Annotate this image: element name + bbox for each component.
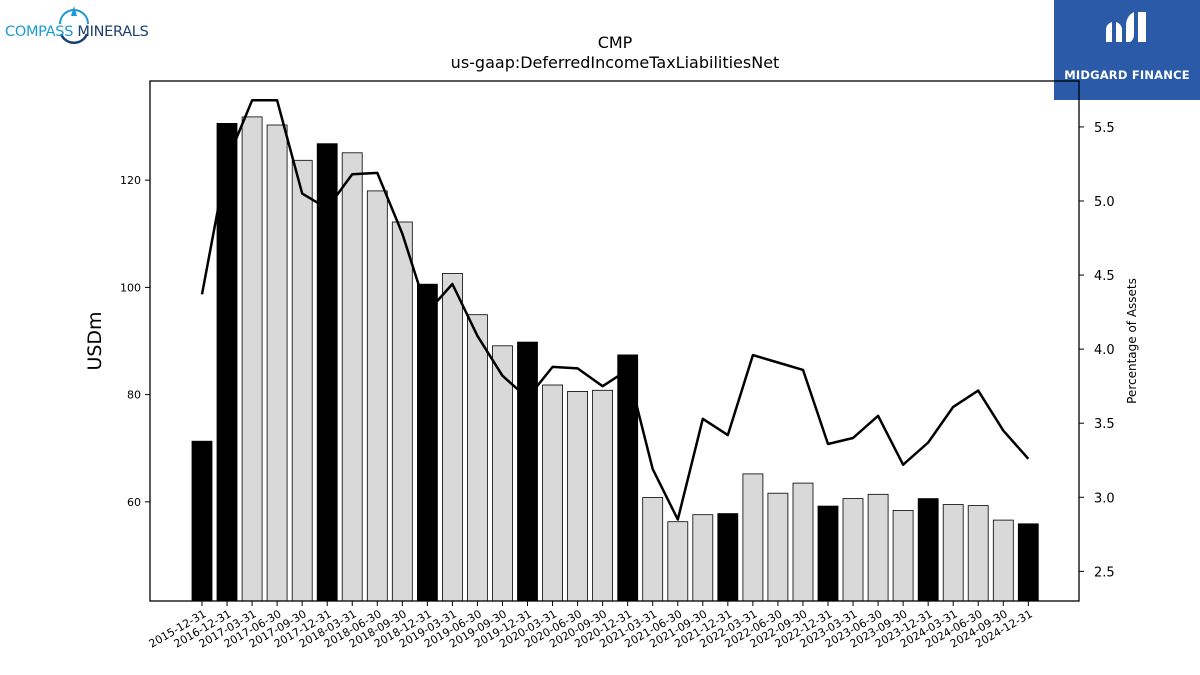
bar-2021-09-30 bbox=[692, 514, 714, 602]
bar-2017-03-31 bbox=[241, 116, 263, 602]
y-tick-label: 80 bbox=[127, 389, 141, 402]
bar-2023-06-30 bbox=[867, 493, 889, 602]
midgard-finance-logo: MIDGARD FINANCE bbox=[1054, 0, 1200, 100]
bar-2022-06-30 bbox=[767, 492, 789, 602]
y-tick-label: 100 bbox=[120, 281, 141, 294]
bar-2021-06-30 bbox=[667, 521, 689, 602]
y2-tick-label: 4.5 bbox=[1094, 269, 1115, 284]
y2-tick-label: 3.0 bbox=[1094, 491, 1115, 506]
bar-2022-09-30 bbox=[792, 482, 814, 602]
midgard-logo-icon bbox=[1106, 12, 1146, 42]
bar-2019-09-30 bbox=[492, 345, 513, 602]
compass-logo-word2: MINERALS bbox=[77, 24, 149, 40]
bar-2017-06-30 bbox=[266, 124, 288, 602]
bar-2020-06-30 bbox=[567, 390, 588, 602]
x-axis-ticks: 2015-12-312016-12-312017-03-312017-06-30… bbox=[147, 601, 1035, 651]
bar-2018-12-31 bbox=[416, 283, 438, 602]
chart-title: CMP bbox=[598, 33, 633, 52]
compass-logo-text: COMPASS MINERALS bbox=[5, 24, 149, 40]
bar-2020-03-31 bbox=[542, 384, 563, 602]
bar-2017-09-30 bbox=[291, 159, 313, 602]
compass-minerals-logo: COMPASS MINERALS bbox=[4, 4, 154, 54]
y-tick-label: 120 bbox=[120, 174, 141, 187]
y-axis-label: USDm bbox=[84, 311, 106, 370]
y2-tick-label: 3.5 bbox=[1094, 417, 1115, 432]
bar-2017-12-31 bbox=[316, 143, 338, 602]
right-axis-ticks: 2.5 3.0 3.5 4.0 4.5 5.0 5.5 bbox=[1079, 121, 1115, 580]
y2-axis-label: Percentage of Assets bbox=[1125, 278, 1139, 404]
bar-2021-12-31 bbox=[717, 513, 739, 602]
bar-2019-03-31 bbox=[441, 273, 463, 602]
left-axis-ticks: 60 80 100 120 bbox=[120, 174, 150, 509]
bar-2023-09-30 bbox=[892, 509, 914, 602]
bar-2019-12-31 bbox=[517, 341, 538, 602]
compass-logo-icon bbox=[59, 6, 89, 44]
bar-2024-06-30 bbox=[967, 505, 989, 602]
midgard-logo-text: MIDGARD FINANCE bbox=[1064, 68, 1190, 82]
bar-2022-03-31 bbox=[742, 473, 764, 602]
bar-2015-12-31 bbox=[191, 440, 213, 602]
bar-2019-06-30 bbox=[466, 314, 488, 602]
bar-2021-03-31 bbox=[642, 497, 664, 602]
bar-2018-03-31 bbox=[341, 152, 363, 602]
y2-tick-label: 4.0 bbox=[1094, 343, 1115, 358]
y2-tick-label: 5.5 bbox=[1094, 121, 1115, 136]
bar-2024-09-30 bbox=[992, 519, 1014, 602]
bar-2024-03-31 bbox=[942, 504, 964, 602]
plot-frame bbox=[149, 80, 1080, 602]
bar-2024-12-31 bbox=[1017, 523, 1039, 602]
bar-2023-03-31 bbox=[842, 498, 864, 602]
bar-2020-12-31 bbox=[617, 354, 639, 602]
bar-2018-09-30 bbox=[391, 221, 413, 602]
percentage-line bbox=[200, 99, 1030, 521]
bar-2023-12-31 bbox=[917, 498, 939, 602]
bar-2020-09-30 bbox=[592, 389, 613, 602]
y-tick-label: 60 bbox=[127, 496, 141, 509]
chart-subtitle: us-gaap:DeferredIncomeTaxLiabilitiesNet bbox=[451, 53, 780, 72]
bar-2018-06-30 bbox=[366, 190, 388, 602]
bar-series bbox=[191, 116, 1039, 602]
bar-2022-12-31 bbox=[817, 505, 839, 602]
y2-tick-label: 2.5 bbox=[1094, 565, 1115, 580]
compass-logo-word1: COMPASS bbox=[5, 24, 74, 40]
y2-tick-label: 5.0 bbox=[1094, 195, 1115, 210]
